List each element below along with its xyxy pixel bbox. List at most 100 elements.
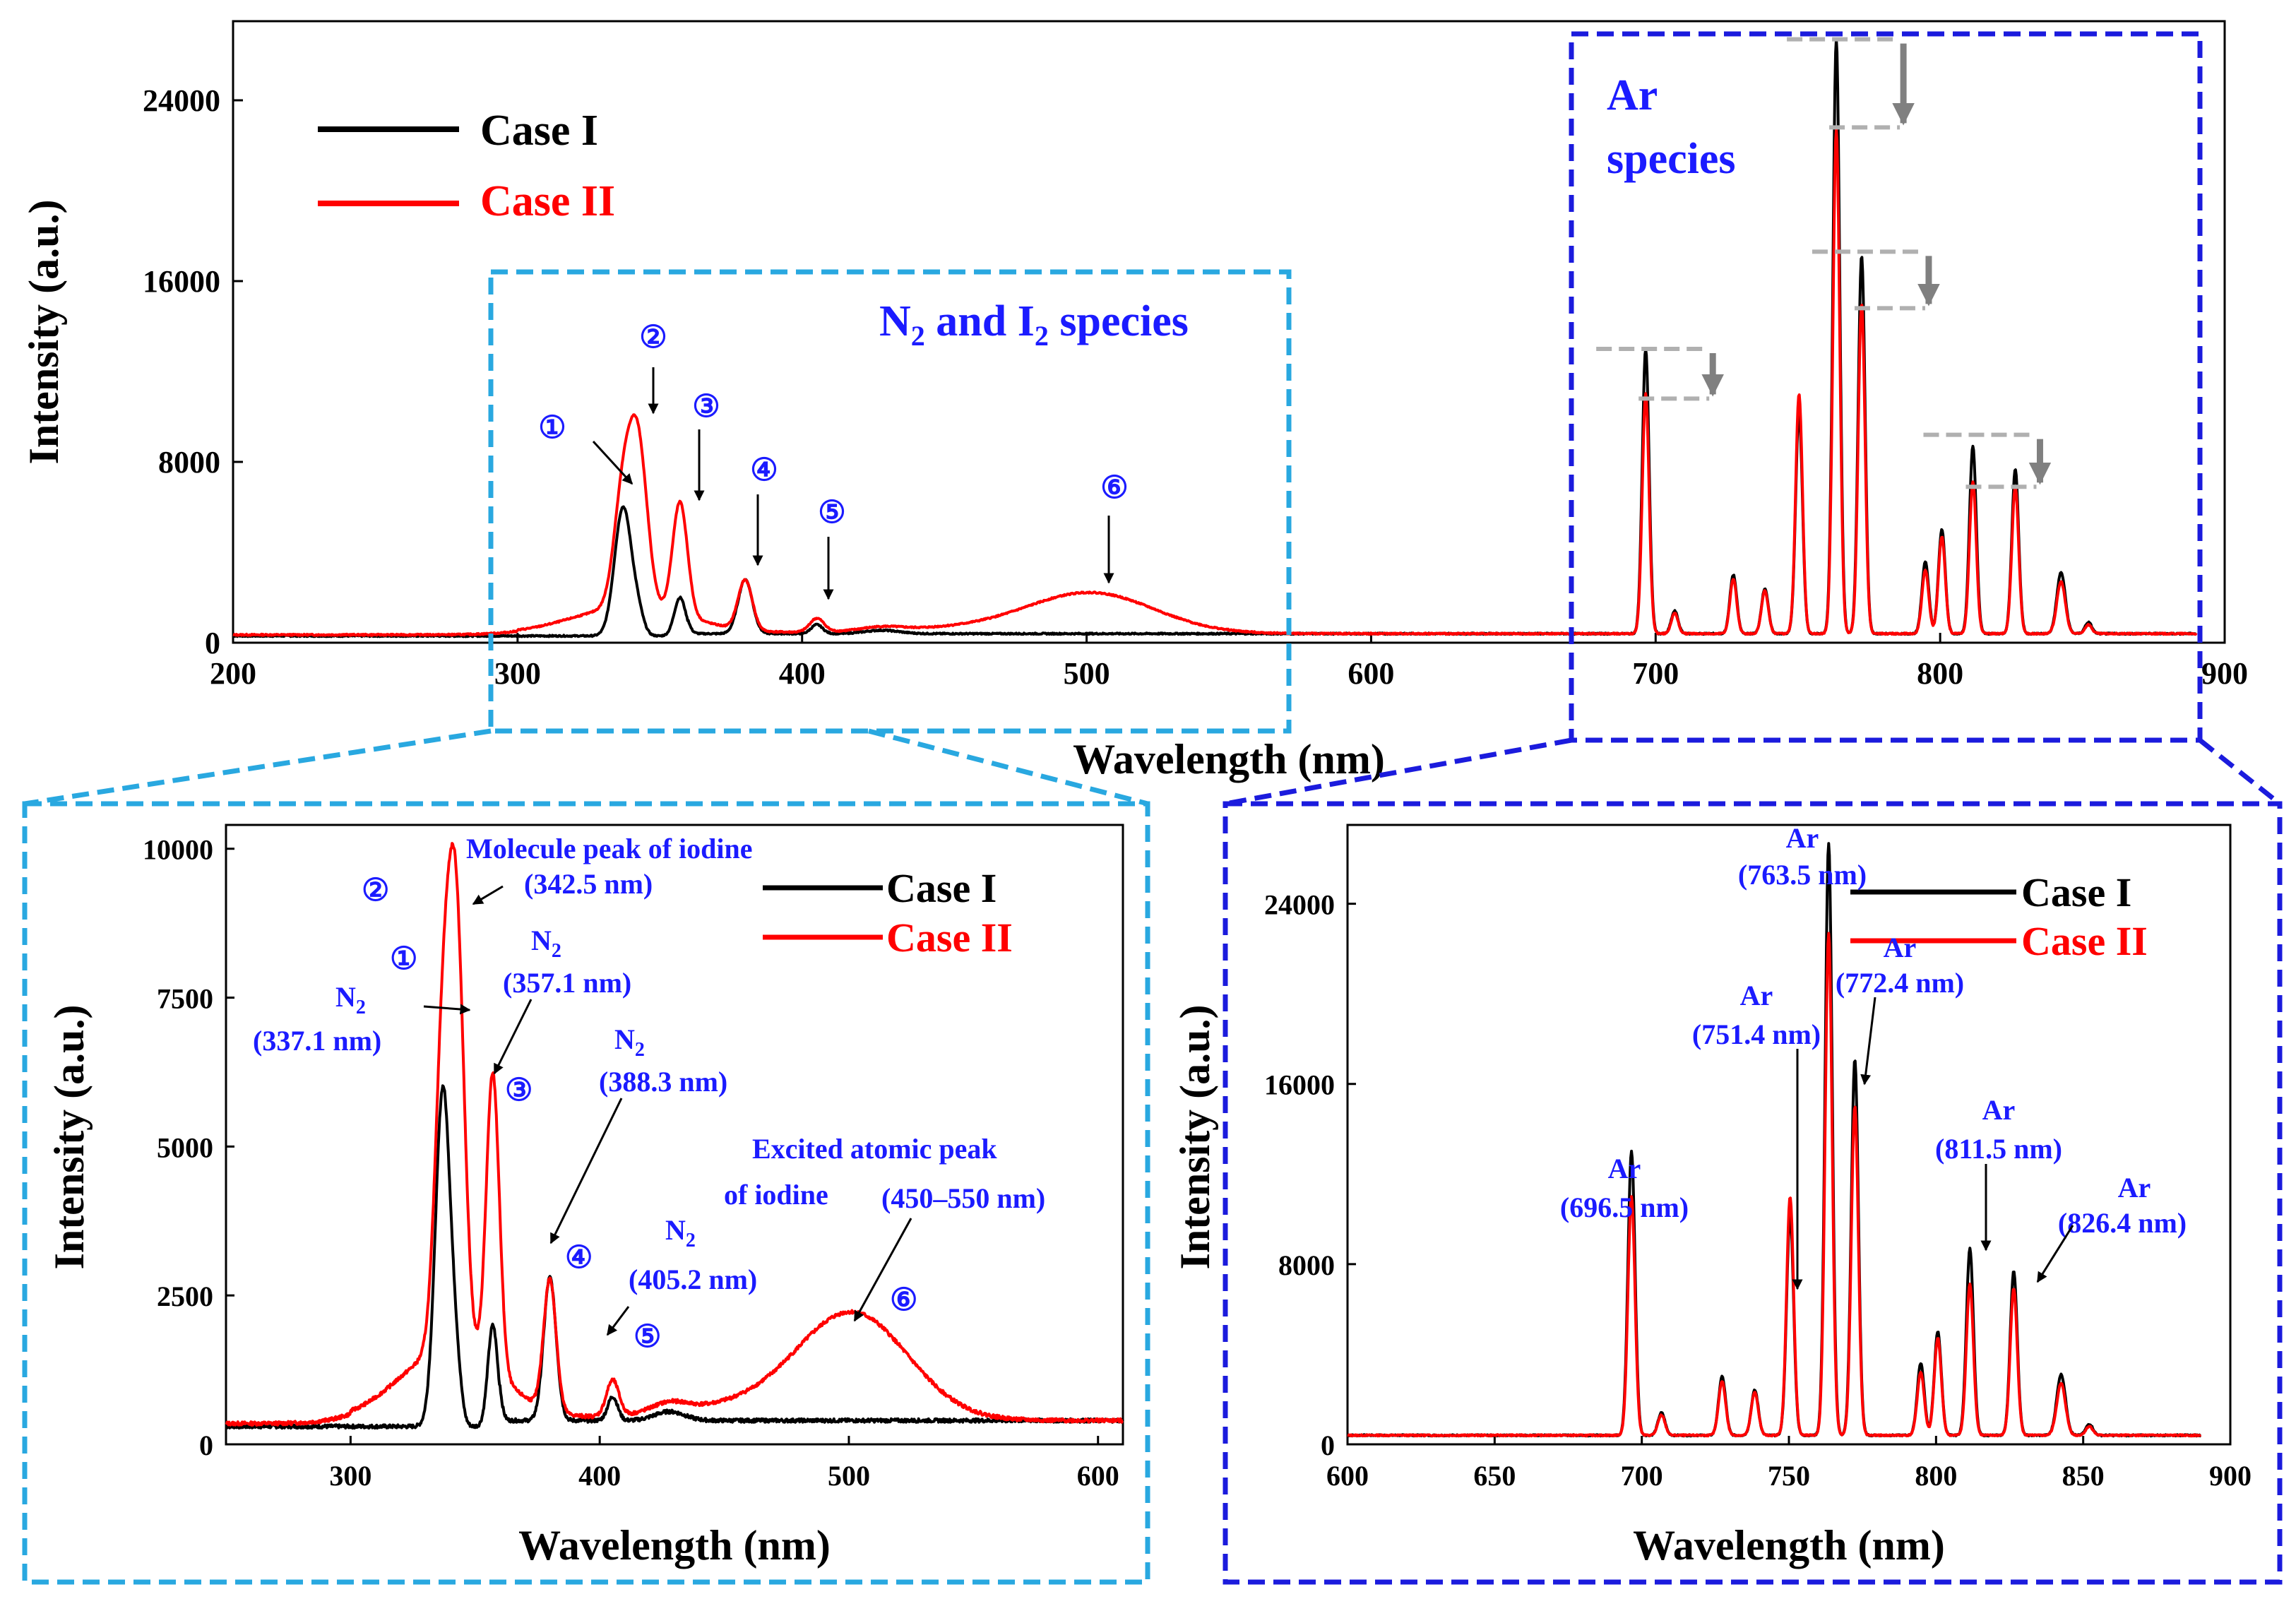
main-peak-marker-label: ⑤ [818,495,845,530]
x-tick-label: 600 [1348,656,1394,691]
ar-label-751-nm: (751.4 nm) [1692,1018,1821,1050]
inset-ar-arrows [1792,997,2074,1290]
main-plot-frame [232,20,2226,644]
x-tick-label: 700 [1632,656,1679,691]
x-tick-label: 600 [1326,1460,1369,1492]
series-case2 [225,842,1124,1427]
main-spectra [232,37,2198,638]
main-peak-markers: ① ②③④ ⑤ ⑥ [538,320,1129,600]
series-case1 [225,1084,1124,1430]
annotation-n2-337-label: N2 [335,981,366,1018]
inset-n2-y-axis-label: Intensity (a.u.) [46,1004,93,1269]
ar-box-title-line1: Ar [1607,71,1658,119]
x-tick-label: 300 [494,656,541,691]
inset-ar-arrow [2036,1225,2074,1283]
n2-connector-left [24,728,492,807]
x-tick-label: 400 [578,1460,621,1492]
inset-n2-arrow [549,1098,623,1244]
inset-n2-arrow [853,1218,912,1322]
inset-circled-4: ④ [565,1240,593,1275]
x-tick-label: 750 [1768,1460,1810,1492]
y-tick-label: 0 [199,1429,213,1461]
annotation-n2-337-nm: (337.1 nm) [253,1025,381,1057]
annotation-n2-388-label: N2 [614,1023,645,1061]
ar-label-826-nm: (826.4 nm) [2058,1207,2187,1239]
x-tick-label: 850 [2062,1460,2105,1492]
x-tick-label: 400 [779,656,826,691]
ar-zoom-box [1569,31,2203,743]
ar-intensity-drop-indicators [1596,37,2052,489]
y-tick-label: 0 [1321,1429,1335,1461]
inset-circled-2: ② [362,873,389,908]
main-peak-marker-label: ② [639,320,667,355]
inset-ar-legend-case1: Case I [2021,869,2131,915]
main-x-axis-label: Wavelength (nm) [1073,736,1385,783]
n2-connector-right [868,728,1148,807]
main-ticks: 200 300 400 500 600 700 800 900 0 8000 16000 24000 [143,83,2248,691]
ar-label-772-name: Ar [1884,932,1917,963]
main-peak-marker-label: ④ [750,453,778,487]
inset-ar-legend: Case I Case II [1850,869,2148,964]
series-case2 [1347,932,2202,1438]
inset-n2-arrows [423,885,912,1336]
inset-n2-border [22,801,1150,1585]
inset-n2-plot: 300 400 500 600 0 2500 5000 7500 10000 Wavelengt… [46,824,1124,1569]
x-tick-label: 300 [329,1460,371,1492]
inset-n2-arrow [493,999,533,1075]
ar-label-751-name: Ar [1740,980,1773,1011]
x-tick-label: 900 [2201,656,2248,691]
x-tick-label: 200 [210,656,256,691]
y-tick-label: 0 [205,626,220,660]
x-tick-label: 600 [1077,1460,1119,1492]
y-tick-label: 16000 [143,264,220,299]
ar-connector-left [1225,737,1572,807]
legend-label-case2: Case II [480,177,615,225]
ar-label-826-name: Ar [2118,1172,2151,1203]
inset-n2-spectra [225,842,1124,1430]
inset-ar-x-axis-label: Wavelength (nm) [1633,1522,1945,1569]
annotation-n2-405-label: N2 [665,1214,696,1252]
inset-ar-plot: 600 650 700 750 800 850 900 0 8000 16000 24000 Wav… [1172,822,2252,1569]
main-peak-marker-label: ③ [692,389,720,424]
inset-ar-ticks: 600 650 700 750 800 850 900 0 8000 16000 24000 [1264,889,2252,1492]
annotation-iodine-molecule-line1: Molecule peak of iodine [466,833,753,864]
ar-label-696-name: Ar [1608,1153,1641,1184]
ar-label-772-nm: (772.4 nm) [1836,967,1964,999]
annotation-n2-405-nm: (405.2 nm) [629,1264,757,1295]
ar-connector-right [2198,738,2282,806]
inset-ar-y-axis-label: Intensity (a.u.) [1172,1004,1218,1269]
annotation-n2-357-nm: (357.1 nm) [503,967,631,999]
inset-ar-spectra [1347,842,2202,1438]
y-tick-label: 5000 [157,1131,213,1163]
y-tick-label: 10000 [143,834,213,866]
inset-n2-ticks: 300 400 500 600 0 2500 5000 7500 10000 [143,834,1119,1492]
inset-ar-legend-case2: Case II [2021,918,2148,964]
x-tick-label: 650 [1473,1460,1516,1492]
ar-label-811-nm: (811.5 nm) [1935,1133,2062,1165]
inset-n2-legend-case1: Case I [886,865,997,911]
n2-i2-box-title: N2 and I2 species [879,297,1189,352]
x-tick-label: 700 [1621,1460,1663,1492]
inset-n2-annotations: Molecule peak of iodine (342.5 nm) ② ① N… [253,833,1045,1354]
y-tick-label: 7500 [157,983,213,1015]
inset-circled-1: ① [390,941,417,976]
inset-ar-arrow [1860,997,1876,1086]
x-tick-label: 800 [1917,656,1963,691]
x-tick-label: 500 [1064,656,1110,691]
inset-n2-frame [225,824,1124,1446]
annotation-n2-388-nm: (388.3 nm) [599,1066,727,1098]
x-tick-label: 900 [2209,1460,2252,1492]
x-tick-label: 800 [1915,1460,1957,1492]
main-legend: Case I Case II [318,107,615,225]
annotation-excited-line2: of iodine [724,1179,828,1211]
series-case2 [232,129,2198,637]
main-y-axis-label: Intensity (a.u.) [20,199,67,464]
main-plot: 200 300 400 500 600 700 800 900080001600024000 … [20,20,2248,783]
inset-n2-legend-case2: Case II [886,915,1013,961]
y-tick-label: 24000 [1264,889,1335,921]
legend-label-case1: Case I [480,107,598,155]
inset-n2-arrow [606,1306,630,1336]
ar-label-811-name: Ar [1982,1094,2016,1126]
annotation-n2-357-label: N2 [531,925,561,962]
